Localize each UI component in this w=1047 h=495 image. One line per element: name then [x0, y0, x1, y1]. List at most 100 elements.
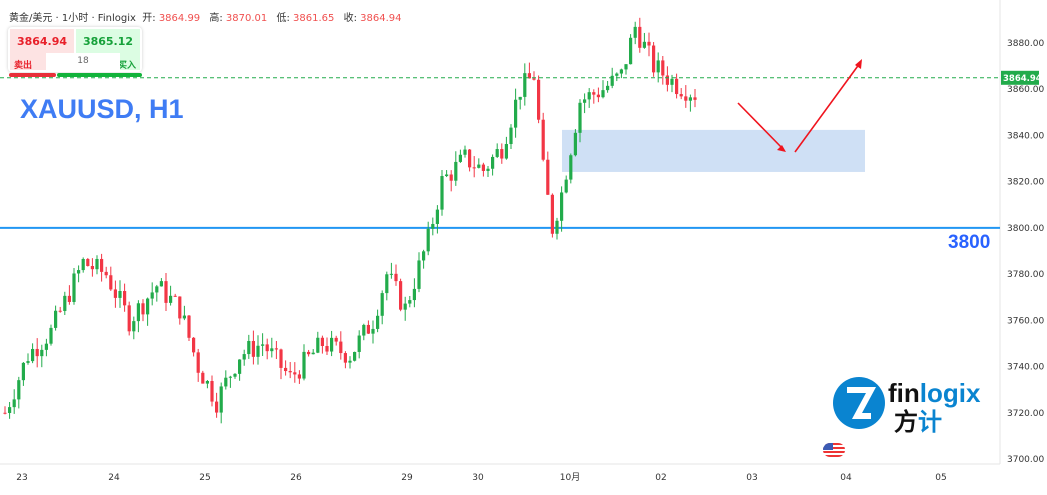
- x-tick-label: 10月: [560, 472, 580, 483]
- candle-body: [615, 73, 619, 76]
- arrow-down: [737, 102, 785, 151]
- symbol-label: 黄金/美元 · 1小时 · Finlogix: [9, 13, 136, 24]
- y-tick-label: 3700.00: [1007, 455, 1044, 465]
- candle-body: [679, 94, 683, 97]
- candle-body: [596, 94, 600, 98]
- candle-body: [270, 348, 274, 352]
- candle-body: [463, 149, 467, 155]
- candle-body: [408, 300, 412, 304]
- candle-body: [72, 273, 76, 302]
- candle-body: [150, 292, 154, 299]
- y-tick-label: 3740.00: [1007, 363, 1044, 373]
- candle-body: [564, 179, 568, 193]
- candle-body: [118, 291, 122, 298]
- arrow-down-head: [777, 145, 786, 152]
- candle-body: [412, 288, 416, 301]
- candle-body: [279, 349, 283, 368]
- chart-header: 黄金/美元 · 1小时 · Finlogix 开: 3864.99 高: 387…: [9, 9, 408, 24]
- candle-body: [661, 60, 665, 76]
- close-label: 收:: [343, 13, 357, 24]
- candle-body: [477, 164, 481, 168]
- candle-body: [541, 119, 545, 160]
- logo-circle-icon: [833, 377, 885, 429]
- candle-body: [288, 371, 292, 373]
- candle-body: [173, 295, 177, 297]
- candle-body: [339, 341, 343, 354]
- low-value: 3861.65: [293, 13, 335, 24]
- candle-body: [389, 273, 393, 275]
- candle-body: [35, 348, 39, 357]
- buy-ratio-bar: [57, 73, 142, 77]
- finlogix-logo: finlogix 方计: [832, 376, 992, 440]
- candle-body: [242, 354, 246, 360]
- candle-body: [376, 315, 380, 329]
- candle-body: [256, 345, 260, 357]
- candle-body: [592, 92, 596, 95]
- y-tick-label: 3880.00: [1007, 39, 1044, 49]
- candle-body: [665, 75, 669, 85]
- candle-body: [284, 367, 288, 372]
- candle-body: [54, 310, 58, 328]
- candle-body: [495, 149, 499, 157]
- candle-body: [330, 337, 334, 352]
- x-tick-label: 29: [401, 473, 413, 483]
- close-value: 3864.94: [360, 13, 402, 24]
- candle-body: [302, 351, 306, 379]
- candle-body: [343, 353, 347, 363]
- candle-body: [109, 275, 113, 290]
- candle-body: [527, 73, 531, 79]
- candle-body: [136, 303, 140, 322]
- candle-body: [81, 259, 85, 271]
- candle-body: [610, 75, 614, 86]
- candle-body: [523, 73, 527, 97]
- candle-body: [652, 45, 656, 73]
- candle-body: [261, 344, 265, 346]
- current-price-tag: [1001, 70, 1039, 85]
- sell-ratio-bar: [9, 73, 56, 77]
- candle-body: [293, 372, 297, 375]
- svg-text:方计: 方计: [894, 408, 942, 436]
- candle-body: [449, 174, 453, 181]
- candle-body: [458, 154, 462, 162]
- candle-body: [67, 295, 71, 302]
- y-tick-label: 3780.00: [1007, 270, 1044, 280]
- buy-price: 3865.12: [82, 35, 134, 48]
- candle-body: [90, 266, 94, 270]
- candle-body: [320, 337, 324, 346]
- candle-body: [578, 102, 582, 133]
- candle-body: [684, 96, 688, 101]
- candle-body: [178, 296, 182, 319]
- candle-body: [366, 324, 370, 334]
- open-label: 开:: [142, 13, 156, 24]
- trade-widget: 3864.94 卖出 3865.12 买入 18: [8, 27, 142, 72]
- candle-body: [348, 360, 352, 363]
- x-tick-label: 30: [472, 473, 484, 483]
- candle-body: [228, 376, 232, 378]
- x-tick-label: 24: [108, 473, 120, 483]
- candle-body: [468, 149, 472, 168]
- candle-body: [40, 349, 44, 357]
- candle-body: [164, 281, 168, 303]
- candle-body: [399, 281, 403, 310]
- open-value: 3864.99: [158, 13, 201, 24]
- sell-label: 卖出: [14, 61, 33, 71]
- candle-body: [86, 259, 90, 267]
- candle-body: [638, 26, 642, 48]
- candle-body: [491, 156, 495, 169]
- candle-body: [247, 340, 251, 355]
- candle-body: [95, 258, 99, 270]
- candle-body: [606, 85, 610, 91]
- sell-price: 3864.94: [16, 35, 68, 48]
- sell-button[interactable]: 3864.94 卖出: [10, 29, 74, 71]
- candle-body: [656, 60, 660, 73]
- candle-body: [431, 223, 435, 229]
- candle-body: [77, 270, 81, 274]
- candle-body: [297, 374, 301, 379]
- candle-body: [127, 305, 131, 332]
- candle-body: [132, 321, 136, 332]
- candle-body: [486, 168, 490, 171]
- arrow-up-head: [855, 59, 862, 69]
- candle-body: [693, 97, 697, 100]
- x-tick-label: 25: [199, 473, 210, 483]
